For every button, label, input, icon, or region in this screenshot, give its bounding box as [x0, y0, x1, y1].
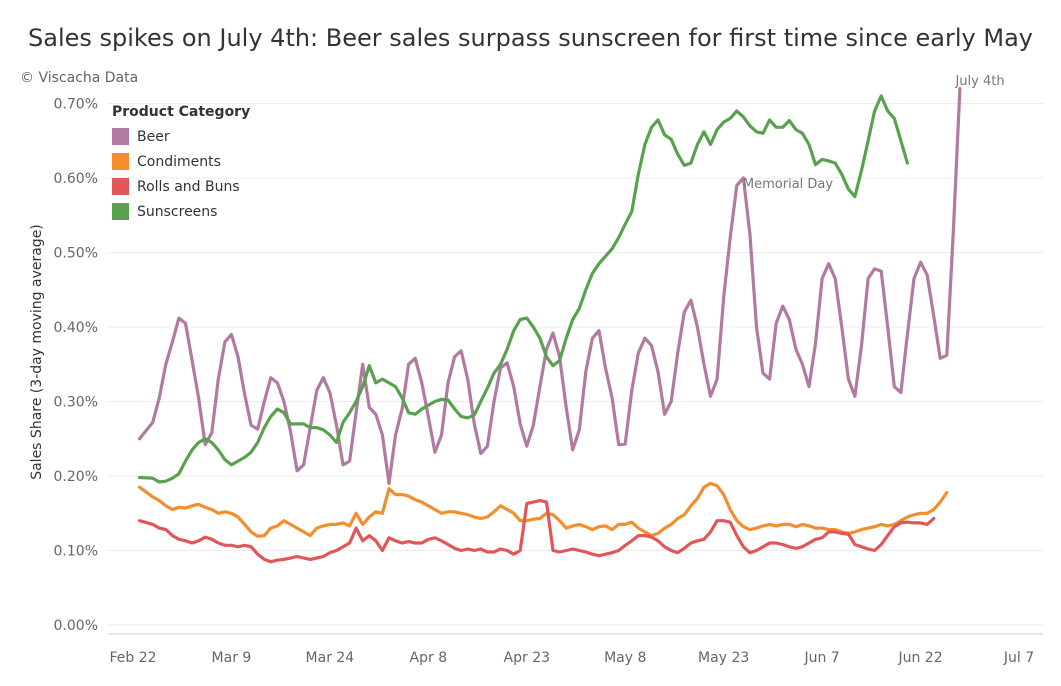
annotations: July 4th Memorial Day — [743, 74, 1005, 192]
legend-item-beer[interactable]: Beer — [112, 124, 250, 149]
x-tick-label: May 23 — [698, 650, 749, 666]
y-tick-label: 0.10% — [54, 544, 98, 560]
legend-label: Sunscreens — [137, 203, 218, 220]
x-tick-label: Apr 8 — [410, 650, 448, 666]
y-tick-label: 0.20% — [54, 469, 98, 485]
y-tick-label: 0.70% — [54, 97, 98, 113]
legend[interactable]: Product Category Beer Condiments Rolls a… — [112, 104, 250, 224]
credit-text: © Viscacha Data — [20, 70, 139, 86]
legend-item-rolls-and-buns[interactable]: Rolls and Buns — [112, 174, 250, 199]
x-tick-label: May 8 — [604, 650, 646, 666]
series-line-sunscreens[interactable] — [138, 94, 909, 484]
series-lines — [138, 87, 962, 564]
annotation-memorial-day: Memorial Day — [743, 177, 833, 192]
y-tick-label: 0.40% — [54, 320, 98, 336]
legend-swatch — [112, 153, 129, 170]
x-tick-label: Mar 9 — [212, 650, 252, 666]
y-tick-label: 0.50% — [54, 246, 98, 262]
annotation-july-4th: July 4th — [954, 74, 1004, 89]
y-axis-ticks: 0.00% 0.10% 0.20% 0.30% 0.40% 0.50% 0.60% 0.70% — [54, 97, 98, 635]
legend-title: Product Category — [112, 104, 251, 120]
legend-swatch — [112, 203, 129, 220]
legend-swatch — [112, 178, 129, 195]
y-tick-label: 0.30% — [54, 395, 98, 411]
legend-item-sunscreens[interactable]: Sunscreens — [112, 199, 250, 224]
x-tick-label: Jun 22 — [897, 650, 942, 666]
series-line-rolls-and-buns[interactable] — [138, 499, 936, 564]
legend-swatch — [112, 128, 129, 145]
series-line-beer[interactable] — [138, 87, 962, 485]
x-tick-label: Mar 24 — [306, 650, 355, 666]
y-axis-label: Sales Share (3-day moving average) — [29, 224, 45, 480]
x-tick-label: Apr 23 — [504, 650, 550, 666]
y-tick-label: 0.00% — [54, 618, 98, 634]
x-tick-label: Feb 22 — [109, 650, 156, 666]
x-axis-ticks: Feb 22 Mar 9 Mar 24 Apr 8 Apr 23 May 8 May 23 J… — [109, 650, 1034, 666]
x-tick-label: Jun 7 — [803, 650, 839, 666]
y-tick-label: 0.60% — [54, 171, 98, 187]
legend-label: Condiments — [137, 153, 221, 170]
x-tick-label: Jul 7 — [1003, 650, 1034, 666]
legend-label: Rolls and Buns — [137, 178, 240, 195]
chart-title: Sales spikes on July 4th: Beer sales sur… — [28, 24, 1033, 52]
series-line-condiments[interactable] — [138, 481, 949, 538]
grid-lines — [108, 103, 1043, 635]
legend-label: Beer — [137, 128, 170, 145]
legend-item-condiments[interactable]: Condiments — [112, 149, 250, 174]
